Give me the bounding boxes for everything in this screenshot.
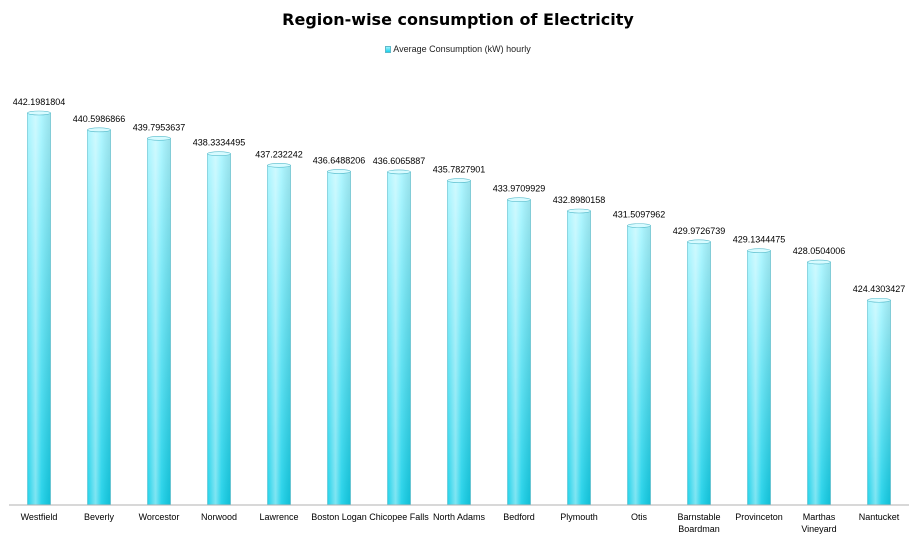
legend-label: Average Consumption (kW) hourly: [393, 44, 531, 54]
category-label: Nantucket: [859, 512, 900, 522]
category-label: Worcestor: [139, 512, 180, 522]
bar-highlight: [387, 171, 411, 505]
bar-cap: [507, 197, 531, 202]
bar-cap: [687, 239, 711, 245]
bar-highlight: [567, 211, 591, 505]
chart-title: Region-wise consumption of Electricity: [282, 10, 634, 29]
data-label: 424.4303427: [853, 284, 906, 294]
bar-highlight: [87, 129, 111, 505]
category-label: North Adams: [433, 512, 486, 522]
bar-cap: [567, 208, 591, 214]
category-label: Barnstable: [677, 512, 720, 522]
bar-highlight: [627, 225, 651, 505]
category-label: Beverly: [84, 512, 115, 522]
bar-cap: [747, 248, 771, 253]
data-label: 438.3334495: [193, 138, 246, 148]
category-label: Plymouth: [560, 512, 598, 522]
category-label: Bedford: [503, 512, 535, 522]
bar-highlight: [747, 250, 771, 505]
data-label: 437.232242: [255, 149, 303, 159]
bar-cap: [27, 110, 51, 116]
data-label: 428.0504006: [793, 246, 846, 256]
data-label: 436.6065887: [373, 156, 426, 166]
category-label: Chicopee Falls: [369, 512, 429, 522]
data-label: 436.6488206: [313, 155, 366, 165]
category-label: Westfield: [21, 512, 58, 522]
data-label: 433.9709929: [493, 184, 546, 194]
bar-highlight: [867, 300, 891, 505]
bar-cap: [447, 178, 471, 183]
bar-highlight: [267, 165, 291, 506]
data-label: 439.7953637: [133, 122, 186, 132]
category-label: Provinceton: [735, 512, 783, 522]
bar-cap: [627, 223, 651, 228]
category-label: Boardman: [678, 524, 720, 534]
bar-cap: [807, 259, 831, 265]
bar-highlight: [147, 138, 171, 506]
legend-swatch-icon: [385, 46, 392, 53]
bar-cap: [387, 169, 411, 175]
bar-cap: [867, 297, 891, 303]
category-label: Marthas: [803, 512, 836, 522]
data-label: 429.9726739: [673, 226, 726, 236]
bar-highlight: [807, 262, 831, 505]
bar-cap: [147, 136, 171, 141]
data-label: 429.1344475: [733, 235, 786, 245]
category-label: Otis: [631, 512, 648, 522]
bar-highlight: [507, 199, 531, 505]
bar-cap: [87, 127, 111, 133]
bar-highlight: [207, 153, 231, 505]
category-label: Norwood: [201, 512, 237, 522]
bar-highlight: [687, 241, 711, 505]
data-label: 431.5097962: [613, 210, 666, 220]
bar-cap: [207, 151, 231, 157]
data-label: 432.8980158: [553, 195, 606, 205]
category-label: Boston Logan: [311, 512, 367, 522]
bar-cap: [327, 169, 351, 174]
bar-highlight: [27, 113, 51, 505]
category-label: Lawrence: [259, 512, 298, 522]
data-label: 435.7827901: [433, 165, 486, 175]
category-label: Vineyard: [801, 524, 836, 534]
bar-highlight: [327, 171, 351, 505]
bar-highlight: [447, 180, 471, 506]
data-label: 442.1981804: [13, 97, 66, 107]
legend: Average Consumption (kW) hourly: [0, 44, 916, 54]
bar-cap: [267, 163, 291, 168]
data-label: 440.5986866: [73, 114, 126, 124]
